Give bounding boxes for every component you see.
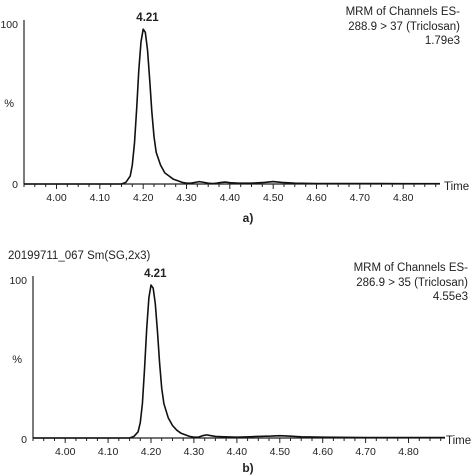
x-axis-label: Time [446, 435, 471, 447]
peak-label: 4.21 [144, 268, 167, 280]
x-tick-label: 4.20 [141, 446, 162, 458]
x-axis-ticks: 4.00 4.10 4.20 4.30 4.40 4.50 4.60 4.70 4.80 [23, 184, 437, 204]
y-axis-label: % [12, 354, 22, 366]
x-tick-label: 4.30 [176, 192, 197, 204]
x-tick-label: 4.00 [55, 446, 76, 458]
channel-header-line-2: 288.9 > 37 (Triclosan) [348, 21, 460, 33]
chromatogram-trace [33, 284, 445, 439]
x-tick-label: 4.70 [355, 446, 376, 458]
x-tick-label: 4.70 [350, 192, 371, 204]
x-tick-label: 4.20 [133, 192, 154, 204]
x-tick-label: 4.40 [227, 446, 248, 458]
y-tick-label-100: 100 [0, 19, 18, 31]
channel-header-line-1: MRM of Channels ES- [354, 262, 469, 274]
x-tick-label: 4.80 [393, 192, 414, 204]
x-axis-ticks: 4.00 4.10 4.20 4.30 4.40 4.50 4.60 4.70 4.80 [32, 438, 442, 458]
x-tick-label: 4.60 [312, 446, 333, 458]
x-tick-label: 4.50 [270, 446, 291, 458]
channel-header-line-1: MRM of Channels ES- [346, 6, 461, 18]
channel-header-line-3: 1.79e3 [425, 35, 460, 47]
channel-header-line-3: 4.55e3 [433, 291, 468, 303]
chromatogram-panel-b: 20199711_067 Sm(SG,2x3) MRM of Channels … [8, 250, 471, 475]
x-tick-label: 4.30 [184, 446, 205, 458]
y-tick-label-100: 100 [9, 275, 27, 287]
y-tick-label-0: 0 [21, 434, 27, 446]
x-tick-label: 4.40 [220, 192, 241, 204]
chromatogram-panel-a: MRM of Channels ES- 288.9 > 37 (Triclosa… [0, 6, 469, 225]
x-tick-label: 4.00 [46, 192, 67, 204]
x-tick-label: 4.10 [90, 192, 111, 204]
y-axis-label: % [4, 98, 14, 110]
x-tick-label: 4.60 [306, 192, 327, 204]
x-axis-label: Time [444, 181, 469, 193]
panel-caption-a: a) [243, 211, 254, 225]
panel-caption-b: b) [242, 461, 253, 475]
y-tick-label-0: 0 [12, 179, 18, 191]
chromatogram-trace [24, 28, 440, 185]
x-tick-label: 4.80 [398, 446, 419, 458]
x-tick-label: 4.50 [263, 192, 284, 204]
x-tick-label: 4.10 [98, 446, 119, 458]
sample-label: 20199711_067 Sm(SG,2x3) [8, 250, 151, 262]
channel-header-line-2: 286.9 > 35 (Triclosan) [356, 277, 468, 289]
peak-label: 4.21 [136, 12, 159, 24]
